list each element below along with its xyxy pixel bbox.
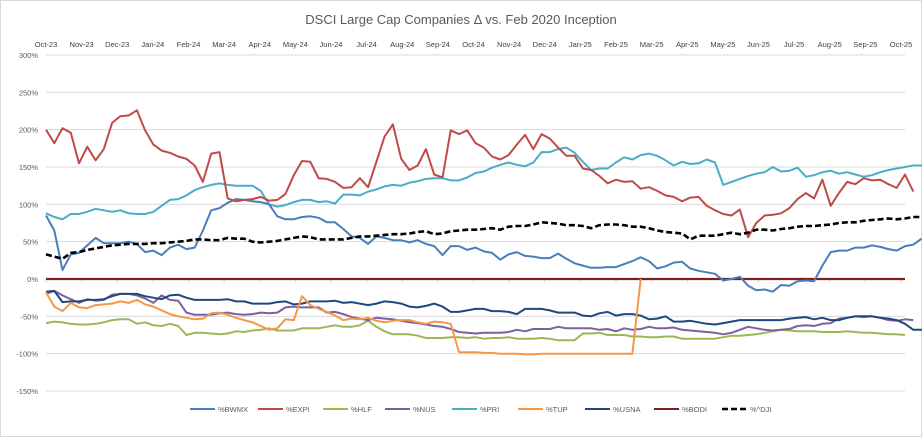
y-tick-label: 100% [19, 200, 39, 209]
legend-label: %BODI [682, 405, 707, 414]
x-tick-label: Aug-25 [818, 40, 842, 49]
legend-label: %NUS [413, 405, 436, 414]
legend-label: %^DJI [750, 405, 771, 414]
series-line-nus [45, 289, 914, 336]
x-tick-label: Jan-25 [569, 40, 592, 49]
x-tick-label: Mar-24 [212, 40, 236, 49]
x-tick-label: Aug-24 [390, 40, 414, 49]
x-tick-label: Sep-25 [853, 40, 877, 49]
x-tick-label: Oct-25 [890, 40, 913, 49]
x-tick-label: May-24 [283, 40, 308, 49]
x-tick-label: Nov-24 [497, 40, 521, 49]
legend-label: %PRI [480, 405, 499, 414]
legend-label: %EXPI [286, 405, 310, 414]
legend-label: %TUP [546, 405, 568, 414]
y-tick-label: -50% [20, 312, 38, 321]
y-tick-label: 150% [19, 163, 39, 172]
y-tick-label: 50% [23, 238, 38, 247]
y-tick-label: 250% [19, 88, 39, 97]
x-tick-label: Jul-24 [356, 40, 376, 49]
series-line-dji [45, 215, 922, 261]
legend-label: %HLF [351, 405, 372, 414]
series-line-expi [45, 109, 915, 239]
x-tick-label: Jul-25 [784, 40, 804, 49]
x-tick-label: Jan-24 [141, 40, 164, 49]
x-tick-label: Mar-25 [640, 40, 664, 49]
x-tick-label: Nov-23 [70, 40, 94, 49]
series-line-hlf [45, 318, 906, 342]
legend-label: %USNA [613, 405, 641, 414]
x-tick-label: Feb-24 [177, 40, 201, 49]
y-tick-label: 300% [19, 51, 39, 60]
x-tick-label: Dec-24 [533, 40, 557, 49]
x-tick-label: Jun-24 [320, 40, 343, 49]
x-tick-label: Feb-25 [604, 40, 628, 49]
chart-title: DSCI Large Cap Companies Δ vs. Feb 2020 … [305, 12, 617, 27]
x-tick-label: Apr-24 [248, 40, 271, 49]
series-line-tup [45, 278, 642, 356]
series-line-bwmx [45, 198, 922, 293]
legend: %BWMX %EXPI %HLF %NUS %PRI %TUP %USNA %BODI %^DJ… [190, 405, 771, 414]
legend-label: %BWMX [218, 405, 248, 414]
x-tick-label: Oct-23 [35, 40, 58, 49]
x-tick-label: Oct-24 [462, 40, 485, 49]
x-tick-label: Jun-25 [747, 40, 770, 49]
x-tick-label: Sep-24 [426, 40, 450, 49]
x-tick-label: Apr-25 [676, 40, 699, 49]
series-line-pri [45, 146, 922, 221]
y-tick-label: 200% [19, 126, 39, 135]
gridlines [46, 54, 905, 392]
y-tick-label: 0% [27, 275, 38, 284]
y-axis-ticks: 300% 250% 200% 150% 100% 50% 0% -50% -100% -150% [16, 51, 38, 396]
y-tick-label: -150% [16, 387, 38, 396]
series-lines [45, 109, 922, 356]
x-tick-label: May-25 [710, 40, 735, 49]
series-line-usna [45, 289, 922, 331]
x-axis-ticks: Oct-23 Nov-23 Dec-23 Jan-24 Feb-24 Mar-24 Apr-… [35, 40, 913, 283]
y-tick-label: -100% [16, 350, 38, 359]
x-tick-label: Dec-23 [105, 40, 129, 49]
